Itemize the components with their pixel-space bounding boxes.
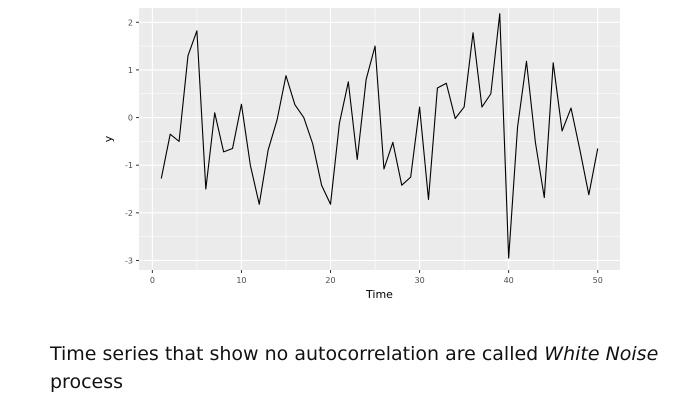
y-axis-title: y [102,135,115,142]
x-tick-label: 30 [414,276,424,285]
y-tick-label: -1 [125,161,133,170]
caption-tail: process [50,371,124,393]
x-tick-label: 0 [150,276,155,285]
series-line-y [160,13,599,259]
y-tick-label: -2 [125,209,133,218]
slide-caption: Time series that show no autocorrelation… [50,340,670,396]
y-tick-label: -3 [125,256,133,265]
x-tick-label: 40 [504,276,514,285]
white-noise-chart: 0 10 20 30 40 50 -3 -2 -1 0 1 2 Time y [102,8,620,301]
y-tick-label: 1 [128,66,133,75]
axis-ticks: 0 10 20 30 40 50 -3 -2 -1 0 1 2 [125,18,603,285]
y-tick-label: 0 [128,114,133,123]
caption-lead: Time series that show no autocorrelation… [50,343,545,365]
x-tick-label: 20 [325,276,335,285]
series-layer [160,13,599,259]
x-axis-title: Time [365,288,393,301]
plot-panel [139,8,620,270]
x-tick-label: 10 [236,276,246,285]
caption-term: White Noise [544,343,659,365]
x-tick-label: 50 [593,276,603,285]
y-tick-label: 2 [128,18,133,27]
